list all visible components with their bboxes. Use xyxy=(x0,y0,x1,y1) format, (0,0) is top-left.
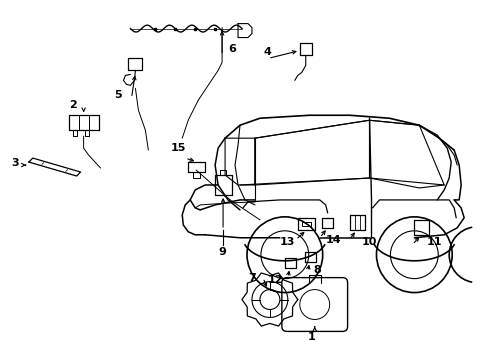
Text: 15: 15 xyxy=(170,143,185,153)
Text: 12: 12 xyxy=(267,275,283,285)
Text: 9: 9 xyxy=(218,247,225,257)
Text: 2: 2 xyxy=(69,100,77,110)
Text: 8: 8 xyxy=(313,265,321,275)
Text: 13: 13 xyxy=(280,237,295,247)
Text: 7: 7 xyxy=(247,273,255,283)
Text: 3: 3 xyxy=(11,158,19,168)
Text: 11: 11 xyxy=(426,237,441,247)
Text: 5: 5 xyxy=(115,90,122,100)
Text: 6: 6 xyxy=(227,44,236,54)
Text: 10: 10 xyxy=(361,237,376,247)
Text: 1: 1 xyxy=(307,332,315,342)
Text: 14: 14 xyxy=(325,235,341,245)
Text: 4: 4 xyxy=(264,48,271,58)
